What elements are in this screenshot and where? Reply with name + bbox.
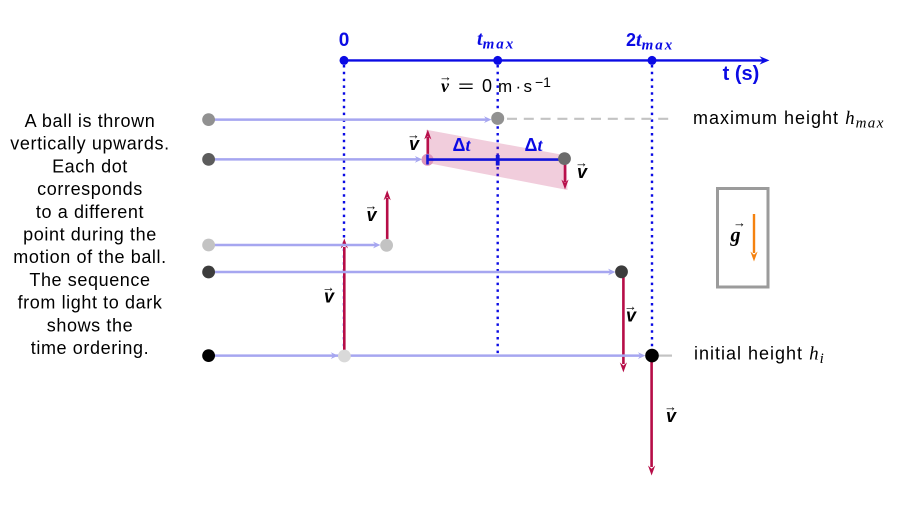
svg-text:2tmax: 2tmax [626,29,674,54]
svg-text:v: v [367,205,378,225]
svg-text:v: v [626,306,637,326]
svg-text:→: → [439,69,452,84]
svg-text:point during the: point during the [23,225,157,245]
svg-text:→: → [407,127,420,142]
svg-text:t (s): t (s) [723,63,760,85]
svg-text:A ball is thrown: A ball is thrown [25,111,156,131]
svg-text:→: → [664,399,677,414]
svg-text:g: g [730,225,741,247]
svg-text:Δt: Δt [453,135,472,155]
svg-text:→: → [322,280,335,295]
svg-text:→: → [365,198,378,213]
svg-text:v: v [324,287,335,307]
svg-text:vertically upwards.: vertically upwards. [10,134,169,154]
svg-text:v=0m·s−1: v = 0 m · s −1 [441,74,551,96]
svg-text:tmax: tmax [477,28,515,53]
svg-text:Each dot: Each dot [52,156,128,176]
svg-text:→: → [733,215,746,230]
svg-text:Δt: Δt [525,135,544,155]
svg-text:initial height hi: initial height hi [694,344,825,368]
svg-text:→: → [575,155,588,170]
svg-text:shows the: shows the [47,315,133,335]
svg-text:corresponds: corresponds [37,179,143,199]
svg-text:v: v [409,134,420,154]
svg-text:The sequence: The sequence [29,270,150,290]
svg-text:time ordering.: time ordering. [31,338,149,358]
svg-text:0: 0 [339,30,350,51]
svg-text:maximum height hmax: maximum height hmax [693,108,885,132]
svg-text:→: → [624,299,637,314]
svg-text:from light to dark: from light to dark [18,293,163,313]
svg-text:to a different: to a different [36,202,144,222]
svg-text:v: v [666,406,677,426]
svg-text:v: v [577,162,588,182]
svg-text:motion of the ball.: motion of the ball. [13,247,166,267]
